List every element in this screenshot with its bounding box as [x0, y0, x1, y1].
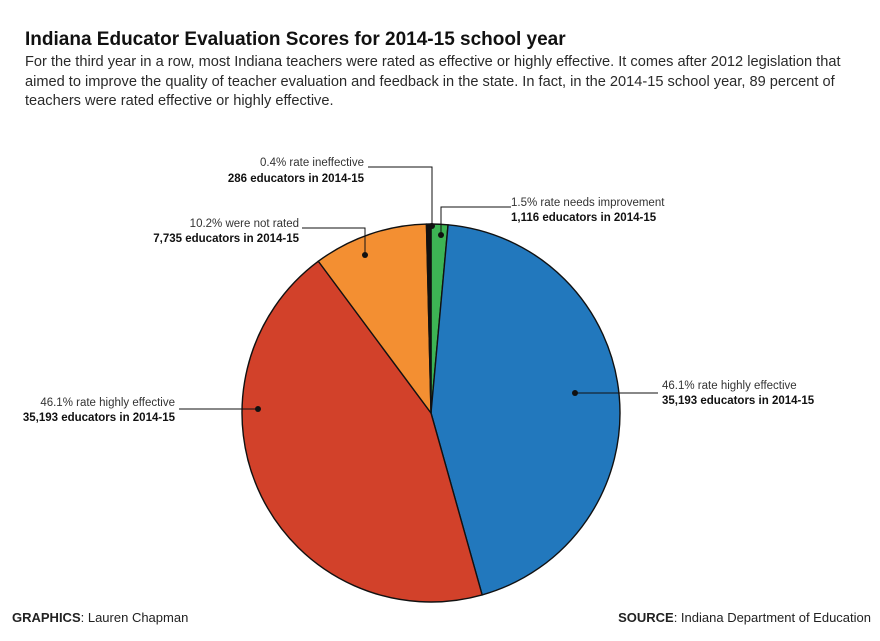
chart-subtitle: For the third year in a row, most Indian…	[25, 54, 841, 109]
graphics-credit: GRAPHICS: Lauren Chapman	[12, 610, 188, 625]
graphics-credit-label: GRAPHICS	[12, 610, 81, 625]
chart-title: Indiana Educator Evaluation Scores for 2…	[25, 29, 566, 50]
slice-label-count: 1,116 educators in 2014-15	[511, 212, 657, 224]
leader-line	[302, 227, 366, 254]
slice-label-count: 35,193 educators in 2014-15	[662, 395, 815, 407]
pie-slice	[317, 223, 432, 414]
leader-dot	[362, 252, 368, 258]
leader-dot	[438, 232, 444, 238]
pie-slice	[430, 224, 621, 596]
slice-label-count: 7,735 educators in 2014-15	[153, 233, 299, 245]
leader-dot	[572, 390, 578, 396]
pie-slices	[241, 223, 621, 603]
leader-dot	[429, 223, 435, 229]
slice-label-percent: 1.5% rate needs improvement	[511, 197, 665, 209]
slice-label-percent: 10.2% were not rated	[190, 218, 299, 230]
slice-label-count: 286 educators in 2014-15	[228, 173, 365, 185]
slice-label-count: 35,193 educators in 2014-15	[23, 412, 176, 424]
slice-label-percent: 46.1% rate highly effective	[40, 397, 175, 409]
source-credit-value: : Indiana Department of Education	[673, 610, 871, 625]
source-credit: SOURCE: Indiana Department of Education	[618, 610, 871, 625]
leader-dot	[255, 406, 261, 412]
graphics-credit-value: : Lauren Chapman	[80, 610, 189, 625]
slice-label-percent: 0.4% rate ineffective	[260, 157, 364, 169]
slice-label-percent: 46.1% rate highly effective	[662, 380, 797, 392]
leader-line	[440, 206, 511, 234]
source-credit-label: SOURCE	[618, 610, 674, 625]
leader-line	[368, 166, 433, 226]
pie-slice	[241, 260, 483, 603]
leader-lines	[179, 166, 658, 412]
slice-labels: 1.5% rate needs improvement 1,116 educato…	[23, 157, 815, 424]
